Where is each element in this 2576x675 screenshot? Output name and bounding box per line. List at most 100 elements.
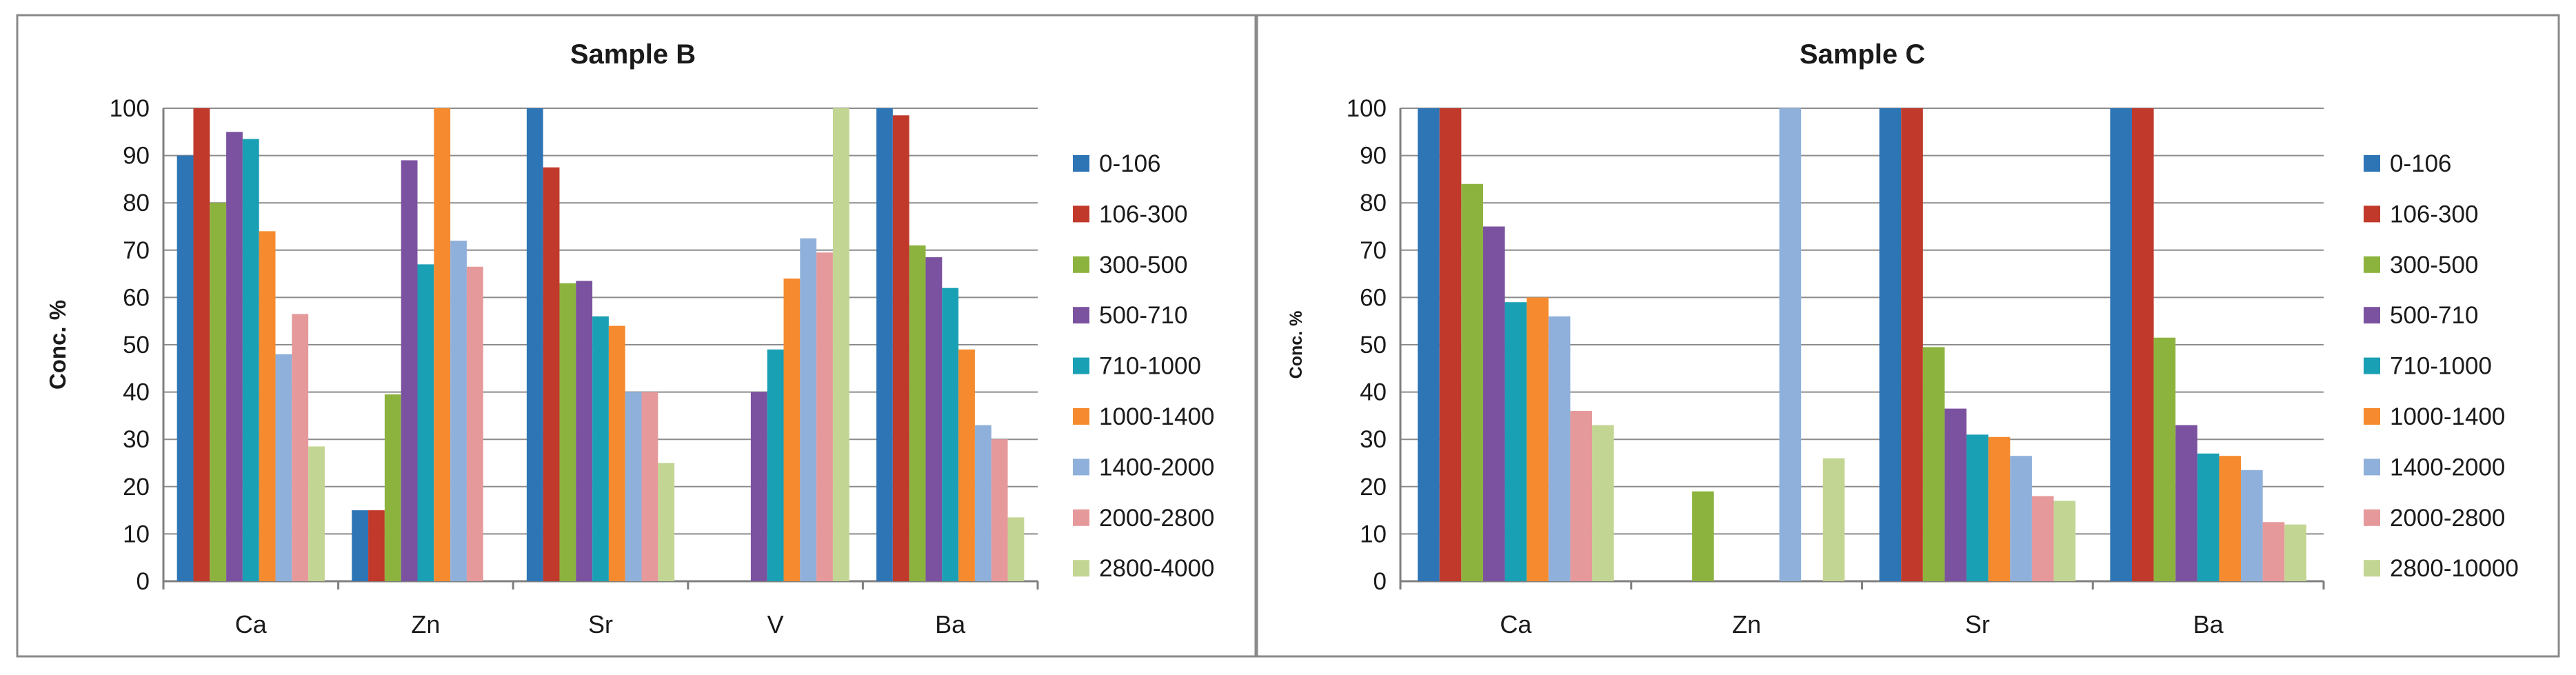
legend-label: 1000-1400 [2390,403,2505,430]
x-tick-label: Sr [588,610,613,638]
y-tick-label: 90 [123,143,150,170]
legend-swatch [1073,256,1089,273]
bar-2800-10000-Sr [2053,501,2076,581]
legend-swatch [2364,155,2380,172]
bar-300-500-Sr [1922,347,1945,581]
legend-label: 710-1000 [2390,353,2492,380]
y-tick-label: 40 [123,379,150,406]
legend-swatch [1073,408,1089,425]
x-tick-label: Zn [411,610,440,638]
bar-300-500-Sr [559,283,576,581]
legend-label: 300-500 [2390,252,2478,279]
y-tick-label: 0 [137,568,150,595]
legend-label: 2800-4000 [1099,555,1214,582]
legend-label: 500-710 [1099,302,1187,329]
legend-swatch [1073,560,1089,577]
legend-label: 300-500 [1099,252,1187,279]
bar-2800-4000-Ca [308,446,325,581]
bar-106-300-Ba [892,115,909,582]
x-tick-label: Ba [2193,610,2224,638]
bar-2800-10000-Ca [1592,425,1614,581]
bar-2800-4000-Sr [658,463,675,581]
bar-300-500-Zn [1692,491,1714,581]
bar-2000-2800-Ca [1570,411,1593,581]
bar-0-106-Ca [177,155,194,582]
legend-swatch [2364,560,2380,577]
bar-500-710-Zn [401,160,418,581]
bar-1400-2000-Sr [2010,456,2032,581]
bar-1400-2000-Ba [974,425,992,581]
chart-sample-b: Sample B 0 10 20 30 40 50 60 70 80 90 100 Conc. % Ca Z… [45,39,1214,638]
y-tick-label: 20 [123,474,150,501]
bar-2000-2800-Sr [2031,496,2054,581]
legend-swatch [2364,357,2380,374]
legend-label: 2800-10000 [2390,555,2519,582]
bar-500-710-Ca [226,132,243,582]
bar-710-1000-Ba [942,288,959,581]
legend-swatch [1073,205,1089,223]
legend-label: 710-1000 [1099,353,1201,380]
bar-1000-1400-Ca [259,231,276,581]
bar-500-710-Ba [925,257,943,581]
bar-2800-4000-Ba [1007,517,1025,581]
bar-2800-10000-Ba [2284,524,2306,581]
y-axis-label: Conc. % [45,300,70,390]
bar-710-1000-Ba [2197,453,2220,581]
x-tick-label: Ca [1500,610,1532,638]
bar-1000-1400-Ba [958,349,975,581]
bar-2000-2800-Ca [292,314,309,581]
legend-label: 1400-2000 [1099,454,1214,481]
bar-0-106-Sr [1879,108,1902,581]
y-tick-label: 100 [110,95,150,122]
y-tick-label: 50 [1360,332,1387,359]
bar-2000-2800-Ba [2262,522,2285,581]
y-tick-label: 20 [1360,474,1387,501]
bar-0-106-Ca [1418,108,1440,581]
y-tick-label: 70 [1360,237,1387,264]
bar-710-1000-V [767,349,784,581]
bar-1400-2000-V [800,238,817,581]
legend-swatch [2364,509,2380,526]
bar-300-500-Ca [1461,183,1483,581]
y-tick-label: 10 [1360,521,1387,547]
bar-2800-10000-Zn [1822,458,1845,581]
bar-300-500-Ca [210,203,227,581]
legend-swatch [1073,307,1089,324]
chart-sample-c: Sample C 0 10 20 30 40 50 60 70 80 90 100 Conc. % Ca Z… [1287,39,2519,638]
legend-swatch [1073,459,1089,476]
bar-106-300-Ba [2131,108,2154,581]
y-tick-label: 60 [123,284,150,311]
x-tick-label: Zn [1732,610,1761,638]
chart-title: Sample C [1800,39,1925,70]
legend-label: 1400-2000 [2390,454,2505,481]
y-tick-label: 80 [1360,190,1387,216]
bar-0-106-Sr [526,108,543,581]
y-tick-label: 0 [1373,568,1387,595]
bar-0-106-Ba [876,108,893,581]
bar-106-300-Sr [543,167,560,581]
bar-2000-2800-V [816,252,833,581]
bar-300-500-Ba [2153,337,2176,581]
bar-1000-1400-Zn [434,108,451,581]
legend-swatch [2364,307,2380,324]
bar-1000-1400-Sr [1988,436,2011,581]
chart-title: Sample B [570,39,696,70]
y-tick-label: 100 [1347,95,1387,122]
bar-106-300-Ca [1439,108,1462,581]
legend-swatch [1073,357,1089,374]
bar-1400-2000-Zn [1779,108,1802,581]
legend-label: 2000-2800 [2390,505,2505,532]
bar-500-710-Sr [1944,408,1967,581]
y-axis-label: Conc. % [1287,311,1306,379]
y-tick-label: 10 [123,521,150,547]
bar-300-500-Ba [909,245,926,581]
legend-label: 500-710 [2390,302,2478,329]
legend-swatch [1073,509,1089,526]
legend-label: 106-300 [1099,201,1187,228]
bar-1400-2000-Ba [2241,470,2263,581]
legend-label: 0-106 [2390,150,2452,177]
legend-label: 0-106 [1099,150,1161,177]
y-tick-label: 30 [123,426,150,453]
